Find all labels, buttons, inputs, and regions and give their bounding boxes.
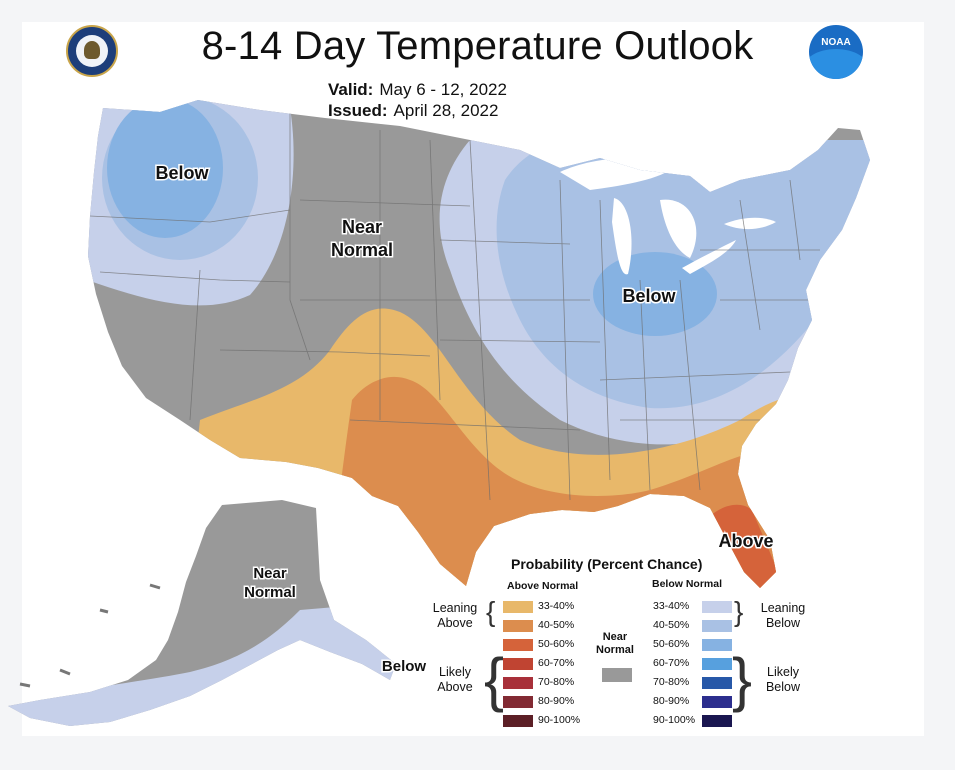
legend-above-swatch — [503, 715, 533, 727]
legend-below-header: Below Normal — [652, 578, 723, 590]
legend-above-range: 90-100% — [538, 714, 581, 726]
legend-above-swatch — [503, 601, 533, 613]
lake-michigan — [612, 198, 632, 275]
legend-above-swatch — [503, 620, 533, 632]
legend-below-swatch — [702, 677, 732, 689]
below-50-west — [107, 100, 223, 238]
legend-above-swatch — [503, 696, 533, 708]
brace-right-top: } — [734, 596, 744, 627]
legend-above-range: 60-70% — [538, 657, 575, 669]
label-near-normal-rockies: Near Normal — [331, 217, 393, 260]
legend-below-range: 80-90% — [653, 695, 690, 707]
legend-leaning-below: Leaning Below — [760, 601, 806, 630]
legend-below-range: 33-40% — [653, 600, 690, 612]
noaa-logo-text: NOAA — [821, 37, 851, 48]
legend-below-range: 60-70% — [653, 657, 690, 669]
issued-date: Issued: April 28, 2022 — [328, 101, 499, 120]
brace-right-bottom: } — [732, 646, 753, 713]
label-below-pacific-nw: Below — [155, 163, 209, 183]
lake-erie — [682, 240, 736, 274]
label-below-great-lakes: Below — [622, 286, 676, 306]
legend-above-range: 33-40% — [538, 600, 575, 612]
legend-near-normal-label: Near Normal — [596, 631, 634, 656]
legend-above-range: 40-50% — [538, 619, 575, 631]
legend-below-swatch — [702, 696, 732, 708]
label-below-alaska: Below — [382, 658, 427, 675]
legend-below-swatch — [702, 601, 732, 613]
page-title: 8-14 Day Temperature Outlook — [201, 24, 754, 68]
legend-below-range: 40-50% — [653, 619, 690, 631]
legend-below-range: 70-80% — [653, 676, 690, 688]
legend-title: Probability (Percent Chance) — [511, 556, 703, 572]
alaska-islands — [19, 583, 161, 688]
lake-ontario — [724, 217, 776, 230]
legend-above-swatch — [503, 639, 533, 651]
brace-left-top: { — [486, 596, 496, 627]
legend-below-swatch — [702, 658, 732, 670]
alaska-regions — [8, 500, 396, 726]
legend-above-swatch — [503, 677, 533, 689]
commerce-seal-icon — [66, 25, 118, 77]
lake-huron — [660, 199, 697, 258]
label-near-normal-alaska: Near Normal — [244, 565, 296, 601]
legend-above-range: 80-90% — [538, 695, 575, 707]
legend-below-swatch — [702, 715, 732, 727]
legend-above-header: Above Normal — [507, 580, 579, 592]
label-above-florida: Above — [718, 531, 773, 551]
legend-below-range: 50-60% — [653, 638, 690, 650]
legend-above-range: 50-60% — [538, 638, 575, 650]
legend-above-range: 70-80% — [538, 676, 575, 688]
legend-below-swatch — [702, 620, 732, 632]
valid-dates: Valid: May 6 - 12, 2022 — [328, 80, 507, 99]
noaa-logo-icon: NOAA — [809, 25, 863, 79]
legend-below-swatch — [702, 639, 732, 651]
legend-above-swatch — [503, 658, 533, 670]
brace-left-bottom: { — [484, 646, 505, 713]
legend-below-range: 90-100% — [653, 714, 696, 726]
legend-likely-below: Likely Below — [765, 665, 801, 694]
legend-near-normal-swatch — [602, 668, 632, 682]
legend-likely-above: Likely Above — [437, 665, 473, 694]
state-borders — [89, 105, 820, 501]
legend-leaning-above: Leaning Above — [432, 601, 478, 630]
